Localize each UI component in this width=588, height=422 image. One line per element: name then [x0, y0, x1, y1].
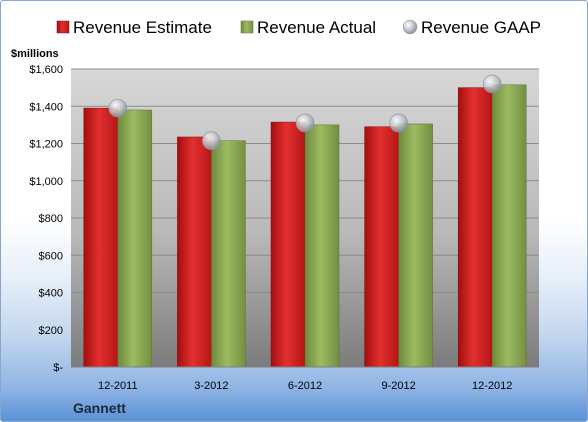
legend-item-gaap: Revenue GAAP — [402, 18, 541, 37]
bar-estimate — [83, 107, 119, 368]
legend: Revenue Estimate Revenue Actual Revenue … — [56, 18, 541, 37]
gaap-markers — [108, 74, 502, 151]
y-tick-label: $1,200 — [29, 139, 63, 151]
bar-actual — [491, 84, 527, 368]
legend-label-actual: Revenue Actual — [257, 18, 376, 37]
unit-label: $millions — [11, 48, 59, 60]
y-tick-label: $200 — [39, 325, 63, 337]
legend-marker-gaap — [402, 19, 418, 35]
bar-actual — [117, 109, 153, 368]
legend-label-gaap: Revenue GAAP — [421, 18, 541, 37]
bar-estimate — [270, 121, 306, 368]
bar-actual — [304, 124, 340, 368]
company-name: Gannett — [73, 400, 126, 416]
y-tick-label: $1,600 — [29, 64, 63, 76]
legend-swatch-actual — [240, 20, 254, 34]
y-tick-label: $800 — [39, 213, 63, 225]
legend-label-estimate: Revenue Estimate — [73, 18, 212, 37]
bar-actual — [398, 123, 433, 368]
x-tick-label: 3-2012 — [194, 380, 228, 392]
legend-item-actual: Revenue Actual — [240, 18, 376, 37]
gaap-marker — [389, 113, 408, 133]
y-tick-label: $- — [53, 362, 63, 374]
bar-estimate — [364, 126, 399, 368]
gaap-marker — [295, 113, 315, 133]
y-tick-label: $600 — [39, 250, 63, 262]
bar-actual — [211, 140, 246, 368]
legend-item-estimate: Revenue Estimate — [56, 18, 212, 37]
legend-swatch-estimate — [56, 20, 70, 34]
bar-estimate — [457, 87, 493, 368]
y-tick-label: $1,000 — [29, 176, 63, 188]
bars — [83, 84, 527, 368]
gaap-marker — [482, 74, 502, 94]
x-tick-label: 12-2011 — [98, 380, 138, 392]
gaap-marker — [108, 98, 128, 118]
y-axis-tick-labels: $- $200 $400 $600 $800 $1,000 $1,200 $1,400 $1,6… — [29, 64, 63, 374]
x-tick-label: 9-2012 — [381, 380, 415, 392]
x-tick-label: 6-2012 — [288, 380, 322, 392]
x-tick-label: 12-2012 — [472, 380, 512, 392]
y-tick-label: $1,400 — [29, 101, 63, 113]
bar-estimate — [177, 136, 212, 368]
x-axis-tick-labels: 12-2011 3-2012 6-2012 9-2012 12-2012 — [98, 380, 512, 392]
y-tick-label: $400 — [39, 288, 63, 300]
gaap-marker — [202, 131, 221, 151]
